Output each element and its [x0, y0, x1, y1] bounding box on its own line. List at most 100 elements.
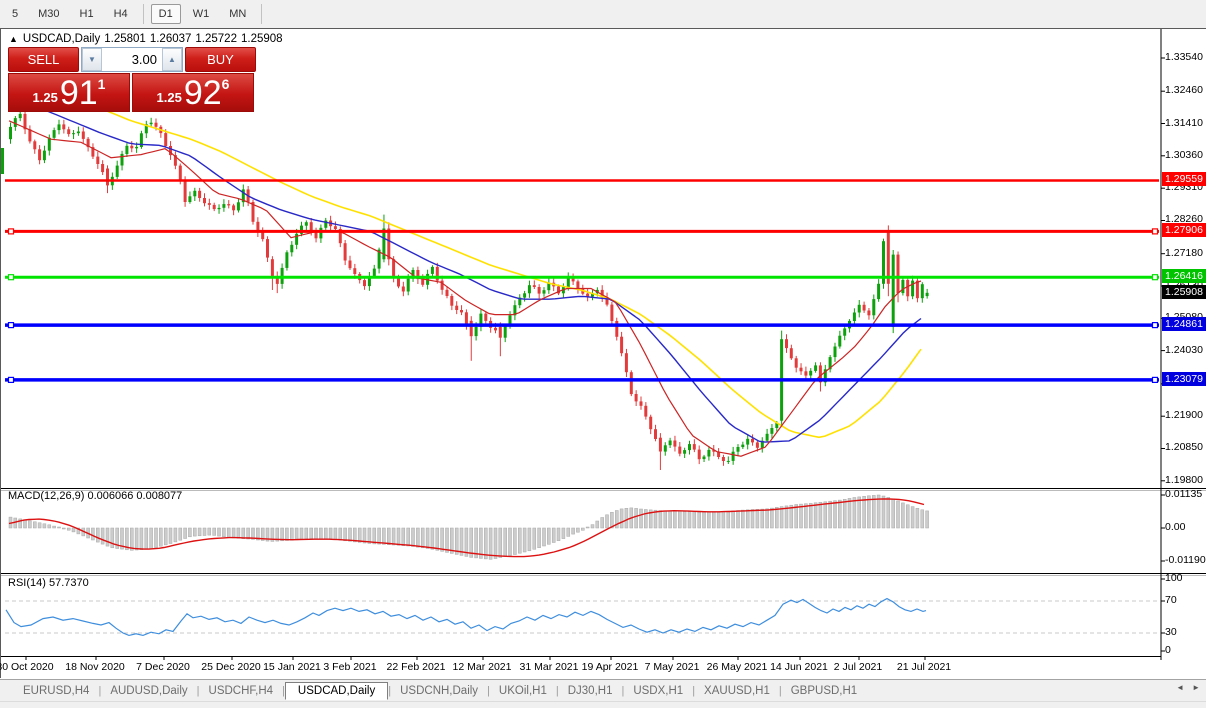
macd-histogram-bar [537, 527, 541, 548]
candle-body [527, 285, 531, 294]
macd-histogram-bar [328, 527, 333, 540]
candle-body [765, 433, 769, 441]
ma-fast-red[interactable] [8, 120, 922, 457]
candle-body [86, 138, 90, 148]
line-endpoint-marker[interactable] [7, 376, 15, 383]
buy-price-display[interactable]: 1.25 92 6 [132, 73, 254, 112]
macd-histogram-bar [508, 527, 512, 556]
tab-usdchf-h4[interactable]: USDCHF,H4 [208, 684, 274, 697]
macd-histogram-bar [197, 527, 202, 537]
line-endpoint-marker[interactable] [1151, 322, 1159, 329]
tab-audusd-daily[interactable]: AUDUSD,Daily [110, 684, 188, 697]
macd-histogram-bar [91, 527, 95, 541]
sell-price-display[interactable]: 1.25 91 1 [8, 73, 130, 112]
candle-body [367, 276, 371, 287]
candle-body [28, 129, 32, 142]
macd-histogram-bar [420, 527, 425, 549]
toolbar-separator [142, 4, 144, 24]
buy-button[interactable]: BUY [185, 47, 256, 72]
macd-histogram-bar [901, 502, 905, 529]
timeframe-button-h1[interactable]: H1 [79, 8, 94, 20]
macd-histogram-bar [668, 510, 672, 529]
macd-histogram-bar [319, 527, 323, 540]
macd-histogram-bar [925, 510, 929, 529]
line-endpoint-marker[interactable] [1151, 274, 1159, 281]
line-endpoint-marker[interactable] [1151, 376, 1159, 383]
volume-increase-button[interactable]: ▲ [162, 48, 182, 71]
tab-usdcnh-daily[interactable]: USDCNH,Daily [400, 684, 479, 697]
macd-histogram-bar [896, 500, 900, 529]
candle-body [785, 339, 788, 349]
macd-histogram-bar [183, 527, 187, 539]
price-axis-label: 1.32460 [1165, 84, 1203, 96]
tab-usdcad-daily[interactable]: USDCAD,Daily [284, 681, 389, 700]
timeframe-button-m30[interactable]: M30 [38, 8, 60, 20]
candle-body [838, 335, 842, 347]
macd-histogram-bar [547, 527, 551, 545]
line-endpoint-marker[interactable] [7, 274, 15, 281]
tab-xauusd-h1[interactable]: XAUUSD,H1 [704, 684, 770, 697]
macd-histogram-bar [168, 527, 173, 544]
macd-histogram-bar [154, 527, 158, 548]
chart-svg[interactable] [1, 29, 1206, 679]
macd-histogram-bar [285, 527, 289, 541]
candle-body [57, 124, 61, 131]
macd-histogram-bar [299, 527, 304, 540]
candle-body [712, 449, 716, 452]
candle-body [668, 440, 672, 446]
macd-histogram-bar [450, 527, 454, 554]
timeframe-button-d1[interactable]: D1 [150, 4, 181, 24]
candle-body [760, 440, 764, 448]
ma-slow-yellow[interactable] [8, 83, 922, 439]
macd-histogram-bar [401, 527, 406, 546]
date-axis-label: 21 Jul 2021 [896, 661, 952, 673]
tab-scroll-left-icon[interactable]: ◄ [1176, 683, 1185, 692]
volume-input[interactable] [102, 48, 162, 71]
date-axis-label: 7 Dec 2020 [136, 661, 190, 673]
tab-eurusd-h4[interactable]: EURUSD,H4 [23, 684, 90, 697]
candle-body [290, 244, 294, 253]
volume-decrease-button[interactable]: ▼ [82, 48, 102, 71]
tab-dj30-h1[interactable]: DJ30,H1 [567, 684, 613, 697]
price-axis-label: 1.33540 [1165, 51, 1203, 63]
collapse-triangle-icon[interactable]: ▲ [9, 34, 18, 44]
candle-body [678, 446, 682, 454]
timeframe-button-w1[interactable]: W1 [192, 8, 210, 20]
macd-histogram-bar [309, 527, 313, 539]
timeframe-button-5[interactable]: 5 [12, 8, 19, 20]
candle-body [47, 137, 51, 151]
timeframe-button-mn[interactable]: MN [229, 8, 247, 20]
line-endpoint-marker[interactable] [7, 228, 15, 235]
date-axis-label: 25 Dec 2020 [201, 661, 261, 673]
macd-histogram-bar [178, 527, 183, 541]
chart-window[interactable]: ▲ USDCAD,Daily 1.25801 1.26037 1.25722 1.2590… [0, 28, 1206, 678]
candle-body [363, 280, 366, 287]
date-axis-label: 30 Oct 2020 [0, 661, 54, 673]
macd-histogram-bar [246, 527, 250, 540]
timeframe-button-h4[interactable]: H4 [113, 8, 128, 20]
toolbar-separator [261, 4, 263, 24]
line-endpoint-marker[interactable] [1151, 228, 1159, 235]
date-axis-label: 3 Feb 2021 [323, 661, 377, 673]
ma-mid-blue[interactable] [8, 95, 922, 443]
macd-histogram-bar [290, 527, 294, 541]
macd-histogram-bar [23, 519, 27, 529]
tab-gbpusd-h1[interactable]: GBPUSD,H1 [790, 684, 858, 697]
macd-histogram-bar [692, 511, 697, 529]
macd-histogram-bar [222, 527, 226, 538]
candle-body [882, 241, 885, 284]
candle-body [203, 198, 206, 204]
buy-price-small: 1.25 [156, 90, 182, 105]
line-endpoint-marker[interactable] [7, 322, 15, 329]
tab-usdx-h1[interactable]: USDX,H1 [633, 684, 684, 697]
tab-ukoil-h1[interactable]: UKOil,H1 [498, 684, 547, 697]
tab-scroll-right-icon[interactable]: ► [1192, 683, 1200, 692]
candle-body [314, 232, 318, 239]
tab-separator: | [555, 684, 559, 697]
buy-price-big: 92 [183, 74, 222, 113]
candle-body [789, 348, 793, 359]
sell-button[interactable]: SELL [8, 47, 79, 72]
macd-histogram-bar [18, 518, 22, 529]
candle-body [532, 285, 536, 287]
